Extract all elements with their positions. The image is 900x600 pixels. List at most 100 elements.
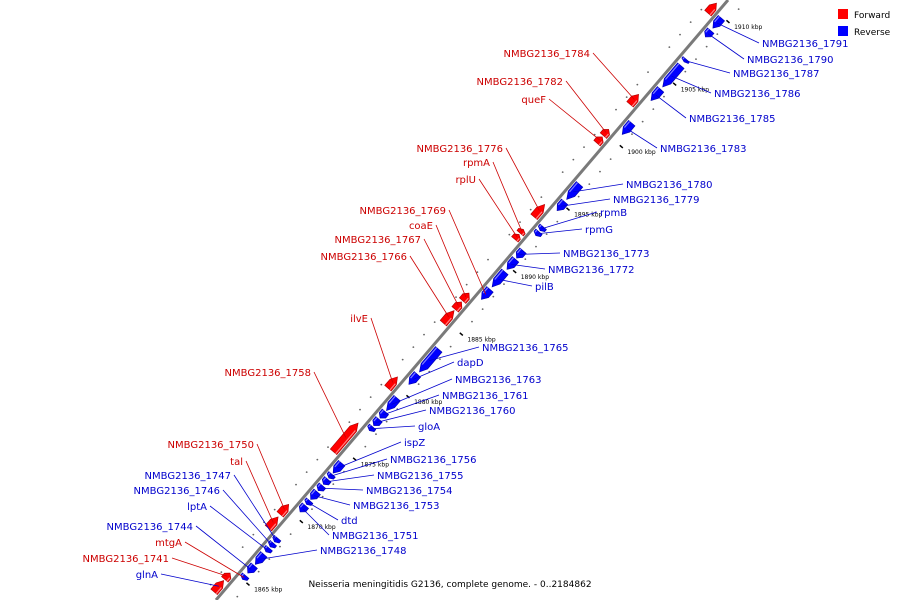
label-leader-line bbox=[233, 474, 277, 541]
gene-label-lpta: lptA bbox=[187, 502, 207, 513]
label-leader-line bbox=[565, 80, 607, 133]
label-leader-line bbox=[313, 495, 351, 506]
gene-nmbg2136-1773 bbox=[515, 247, 527, 259]
minor-tick bbox=[540, 196, 543, 199]
minor-tick bbox=[268, 558, 271, 560]
minor-tick bbox=[241, 546, 244, 549]
tick-label: 1875 kbp bbox=[361, 461, 389, 468]
label-leader-line bbox=[423, 238, 459, 306]
minor-tick bbox=[529, 208, 532, 211]
gene-highlight bbox=[410, 372, 416, 379]
gene-nmbg2136-1776 bbox=[530, 203, 546, 221]
gene-label-tal: tal bbox=[230, 457, 243, 468]
gene-label-nmbg2136-1780: NMBG2136_1780 bbox=[626, 180, 712, 191]
tick-label: 1890 kbp bbox=[521, 274, 549, 281]
gene-highlight bbox=[631, 100, 638, 107]
label-leader-line bbox=[160, 573, 219, 587]
label-leader-line bbox=[655, 94, 687, 119]
minor-tick bbox=[695, 58, 697, 60]
minor-tick bbox=[252, 533, 255, 536]
minor-tick bbox=[385, 420, 388, 423]
gene-ispz bbox=[332, 459, 346, 474]
tick-label: 1865 kbp bbox=[254, 586, 282, 593]
gene-label-mtga: mtgA bbox=[155, 538, 182, 549]
minor-tick bbox=[577, 195, 580, 198]
gene-highlight bbox=[389, 383, 396, 391]
gene-nmbg2136-1750 bbox=[276, 504, 290, 518]
label-leader-line bbox=[548, 98, 600, 141]
gene-highlight bbox=[705, 28, 710, 33]
gene-label-nmbg2136-1787: NMBG2136_1787 bbox=[733, 69, 819, 80]
label-leader-line bbox=[195, 525, 252, 570]
gene-label-nmbg2136-1758: NMBG2136_1758 bbox=[225, 368, 311, 379]
minor-tick bbox=[295, 483, 297, 486]
genome-caption: Neisseria meningitidis G2136, complete g… bbox=[308, 580, 591, 590]
gene-nmbg2136-1786 bbox=[662, 62, 685, 88]
gene-label-nmbg2136-1783: NMBG2136_1783 bbox=[660, 144, 746, 155]
gene-label-ispz: ispZ bbox=[404, 438, 425, 449]
gene-label-nmbg2136-1753: NMBG2136_1753 bbox=[353, 501, 439, 512]
minor-tick bbox=[375, 433, 377, 435]
gene-highlight bbox=[534, 229, 538, 233]
minor-tick bbox=[663, 95, 665, 98]
minor-tick bbox=[417, 383, 420, 385]
minor-tick bbox=[439, 358, 441, 360]
label-leader-line bbox=[412, 361, 455, 380]
gene-nmbg2136-1787 bbox=[681, 56, 690, 64]
gene-highlight bbox=[464, 297, 469, 303]
minor-tick bbox=[327, 446, 329, 449]
gene-label-nmbg2136-1754: NMBG2136_1754 bbox=[366, 486, 452, 497]
gene-highlight bbox=[535, 211, 543, 220]
gene-label-rplu: rplU bbox=[455, 175, 476, 186]
gene-nmbg2136-1744 bbox=[247, 562, 258, 574]
minor-tick bbox=[689, 21, 692, 24]
minor-tick bbox=[545, 233, 548, 235]
gene-label-nmbg2136-1791: NMBG2136_1791 bbox=[762, 39, 848, 50]
gene-highlight bbox=[281, 510, 288, 517]
label-leader-line bbox=[337, 441, 402, 469]
label-leader-line bbox=[716, 22, 760, 44]
gene-highlight bbox=[538, 224, 542, 228]
gene-highlight bbox=[568, 182, 578, 193]
label-leader-line bbox=[184, 541, 245, 578]
label-leader-line bbox=[409, 255, 450, 318]
minor-tick bbox=[257, 570, 260, 573]
gene-label-nmbg2136-1773: NMBG2136_1773 bbox=[563, 249, 649, 260]
label-leader-line bbox=[370, 317, 394, 383]
minor-tick bbox=[615, 108, 617, 111]
gene-highlight bbox=[652, 87, 659, 95]
gene-highlight bbox=[421, 347, 438, 365]
minor-tick bbox=[471, 320, 473, 323]
gene-nmbg2136-1758 bbox=[329, 422, 359, 456]
gene-label-rpmg: rpmG bbox=[585, 225, 613, 236]
label-leader-line bbox=[592, 52, 635, 100]
gene-label-nmbg2136-1760: NMBG2136_1760 bbox=[429, 406, 515, 417]
gene-nmbg2136-1769 bbox=[481, 286, 494, 300]
gene-mtga bbox=[240, 572, 250, 581]
gene-label-nmbg2136-1756: NMBG2136_1756 bbox=[390, 455, 476, 466]
minor-tick bbox=[599, 170, 601, 173]
gene-label-ilve: ilvE bbox=[350, 314, 368, 325]
gene-highlight bbox=[317, 483, 321, 487]
label-leader-line bbox=[302, 508, 330, 536]
gene-nmbg2136-1748 bbox=[254, 551, 268, 565]
label-leader-line bbox=[429, 346, 480, 362]
gene-tal bbox=[264, 516, 279, 532]
gene-label-nmbg2136-1744: NMBG2136_1744 bbox=[107, 522, 193, 533]
label-leader-line bbox=[505, 147, 540, 211]
gene-pilb bbox=[491, 268, 509, 288]
legend-forward-swatch bbox=[838, 9, 848, 19]
gene-highlight bbox=[516, 248, 522, 254]
gene-label-nmbg2136-1751: NMBG2136_1751 bbox=[332, 531, 418, 542]
gene-highlight bbox=[305, 498, 309, 502]
minor-tick bbox=[455, 296, 457, 299]
gene-coae bbox=[458, 292, 470, 304]
minor-tick bbox=[273, 508, 276, 511]
gene-highlight bbox=[379, 409, 384, 414]
minor-tick bbox=[737, 8, 740, 10]
label-leader-line bbox=[382, 394, 440, 416]
minor-tick bbox=[519, 221, 521, 224]
minor-tick bbox=[508, 233, 511, 236]
minor-tick bbox=[449, 345, 452, 348]
minor-tick bbox=[465, 283, 468, 286]
